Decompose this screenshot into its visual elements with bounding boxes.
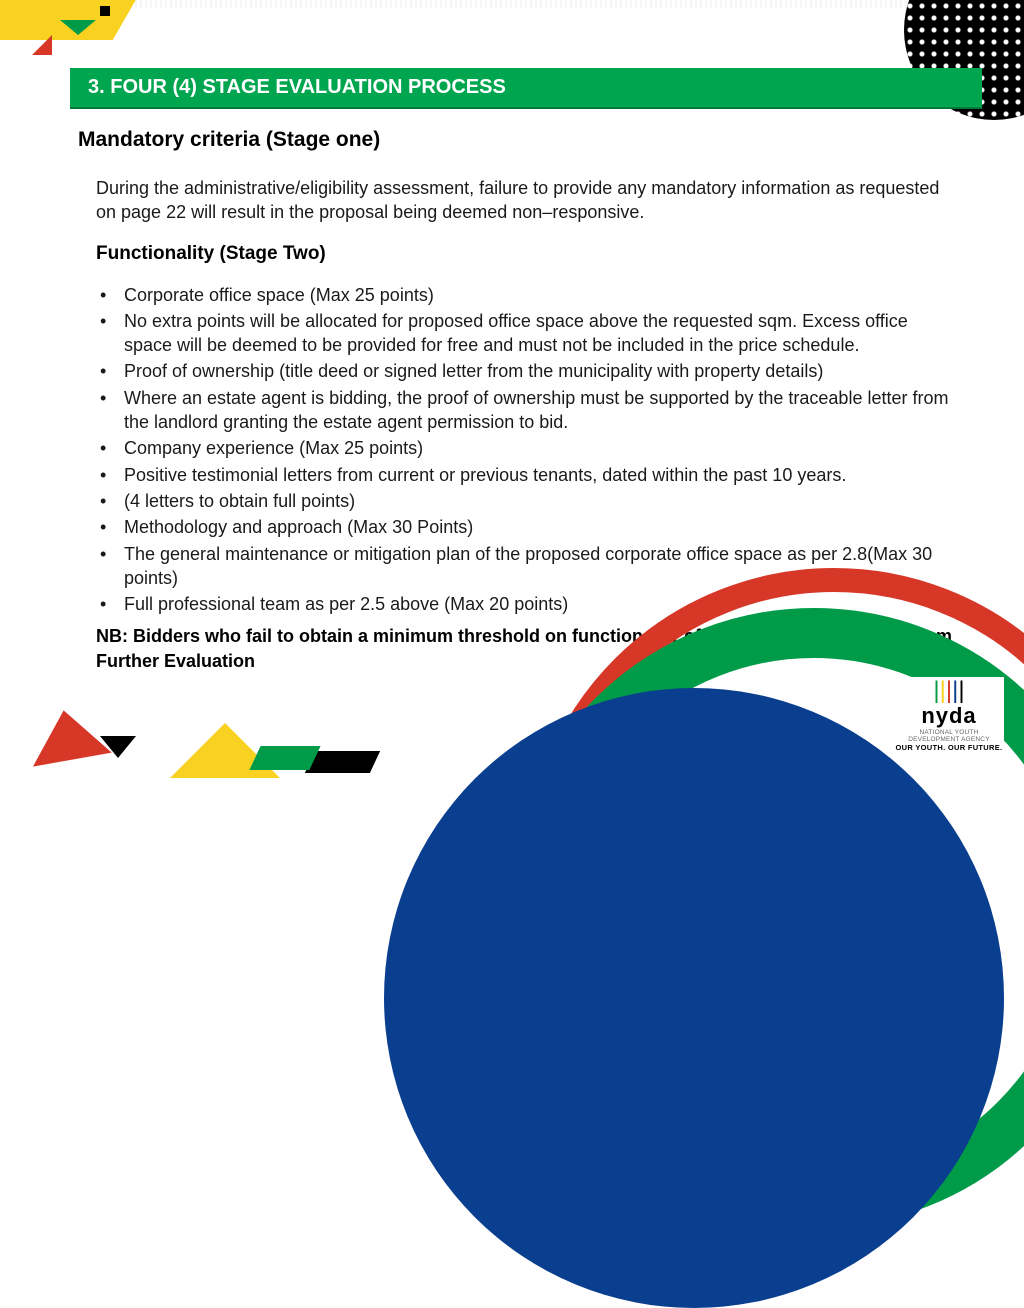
deco-bottom-right-blue-disc — [384, 688, 1004, 1308]
deco-bottom-left-green-shape — [249, 746, 320, 770]
logo-tagline: OUR YOUTH. OUR FUTURE. — [894, 743, 1004, 752]
stage-one-heading: Mandatory criteria (Stage one) — [78, 128, 958, 152]
top-texture — [0, 0, 1024, 8]
deco-bottom-left-black-triangle — [100, 736, 136, 758]
list-item: Methodology and approach (Max 30 Points) — [96, 515, 958, 539]
functionality-bullets: Corporate office space (Max 25 points) N… — [96, 283, 958, 617]
deco-bottom-left-red-triangle — [24, 703, 111, 766]
logo-subtitle: NATIONAL YOUTH DEVELOPMENT AGENCY — [894, 729, 1004, 743]
list-item: Positive testimonial letters from curren… — [96, 463, 958, 487]
deco-top-green-triangle — [60, 20, 96, 35]
list-item: Proof of ownership (title deed or signed… — [96, 359, 958, 383]
deco-top-red-triangle — [32, 35, 52, 55]
logo-hand-icon: ||||| — [894, 679, 1004, 703]
section-header-bar: 3. FOUR (4) STAGE EVALUATION PROCESS — [70, 68, 982, 109]
list-item: Corporate office space (Max 25 points) — [96, 283, 958, 307]
list-item: (4 letters to obtain full points) — [96, 489, 958, 513]
nyda-logo: ||||| nyda NATIONAL YOUTH DEVELOPMENT AG… — [894, 677, 1004, 754]
section-header-title: 3. FOUR (4) STAGE EVALUATION PROCESS — [88, 76, 506, 98]
stage-two-heading: Functionality (Stage Two) — [96, 243, 958, 265]
list-item: Company experience (Max 25 points) — [96, 436, 958, 460]
logo-name: nyda — [894, 703, 1004, 729]
list-item: Where an estate agent is bidding, the pr… — [96, 386, 958, 435]
list-item: No extra points will be allocated for pr… — [96, 309, 958, 358]
deco-top-black-square — [100, 6, 110, 16]
slide: 3. FOUR (4) STAGE EVALUATION PROCESS Man… — [0, 0, 1024, 768]
stage-one-paragraph: During the administrative/eligibility as… — [96, 176, 958, 225]
